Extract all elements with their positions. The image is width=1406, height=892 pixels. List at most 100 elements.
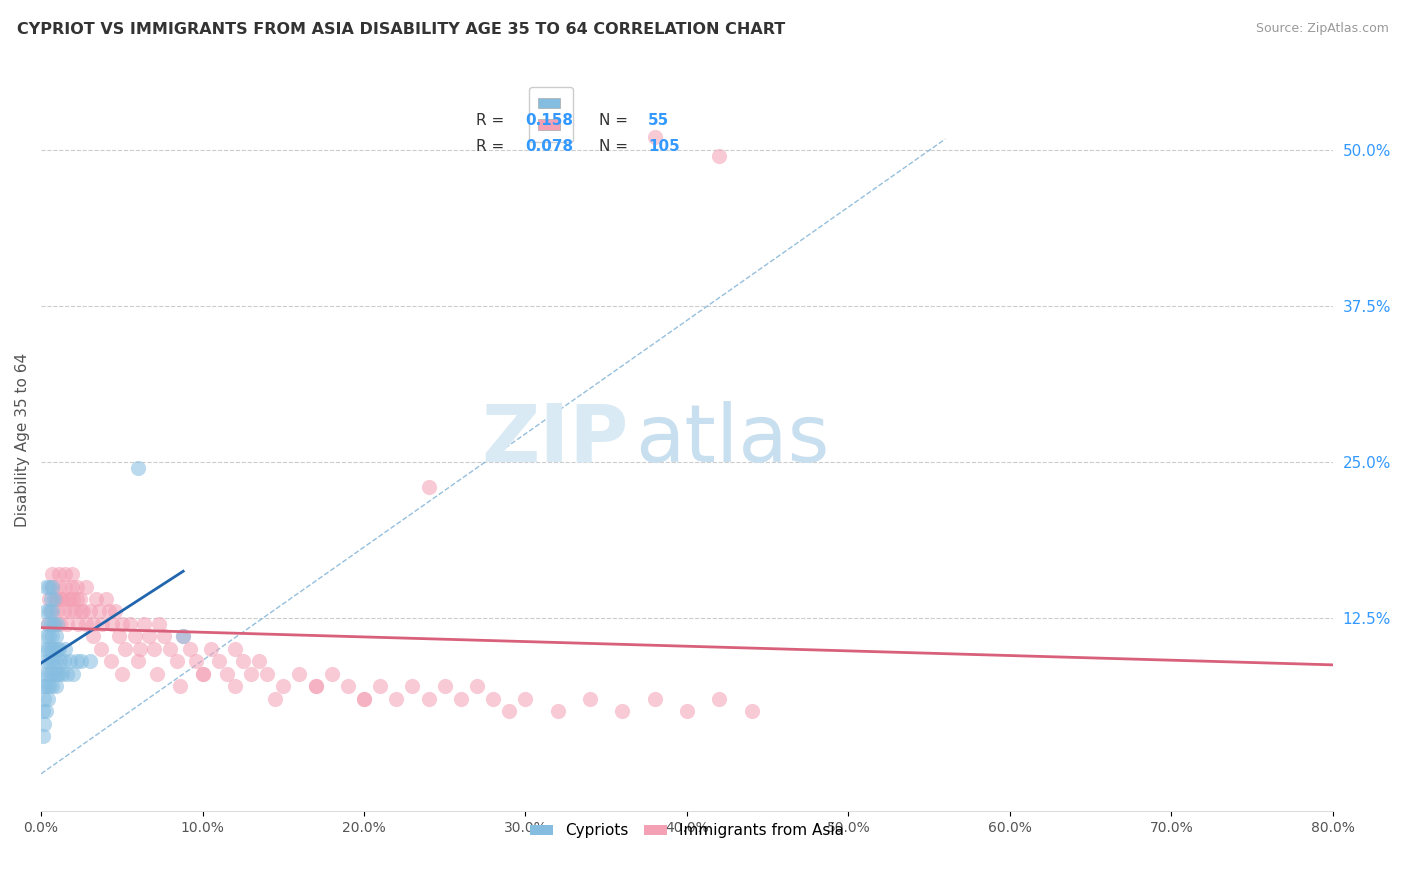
- Text: atlas: atlas: [636, 401, 830, 479]
- Point: [42, 592, 65, 607]
- Text: R =: R =: [477, 139, 509, 154]
- Point: [37, 641, 59, 656]
- Point: [41, 654, 63, 668]
- Point: [52, 605, 75, 619]
- Point: [48, 567, 70, 582]
- Point: [34, 691, 56, 706]
- Point: [39, 666, 62, 681]
- Point: [208, 654, 231, 668]
- Point: [38, 654, 60, 668]
- Point: [172, 629, 194, 643]
- Point: [49, 617, 72, 632]
- Point: [644, 130, 666, 145]
- Text: Source: ZipAtlas.com: Source: ZipAtlas.com: [1256, 22, 1389, 36]
- Point: [41, 679, 63, 693]
- Point: [45, 679, 67, 693]
- Point: [127, 461, 149, 475]
- Point: [166, 654, 188, 668]
- Point: [450, 691, 472, 706]
- Point: [38, 592, 60, 607]
- Point: [48, 580, 70, 594]
- Point: [612, 704, 634, 718]
- Point: [53, 567, 76, 582]
- Point: [101, 617, 124, 632]
- Point: [288, 666, 311, 681]
- Point: [79, 605, 101, 619]
- Point: [143, 641, 166, 656]
- Point: [63, 605, 86, 619]
- Point: [31, 679, 53, 693]
- Point: [146, 666, 169, 681]
- Point: [56, 617, 79, 632]
- Y-axis label: Disability Age 35 to 64: Disability Age 35 to 64: [15, 353, 30, 527]
- Point: [38, 629, 60, 643]
- Point: [35, 605, 58, 619]
- Point: [353, 691, 375, 706]
- Point: [232, 654, 254, 668]
- Point: [91, 617, 114, 632]
- Point: [114, 641, 136, 656]
- Point: [31, 729, 53, 743]
- Text: 0.078: 0.078: [526, 139, 574, 154]
- Point: [94, 592, 117, 607]
- Point: [34, 641, 56, 656]
- Point: [70, 654, 93, 668]
- Point: [37, 617, 59, 632]
- Point: [159, 641, 181, 656]
- Point: [46, 617, 69, 632]
- Point: [128, 641, 150, 656]
- Point: [100, 654, 122, 668]
- Text: CYPRIOT VS IMMIGRANTS FROM ASIA DISABILITY AGE 35 TO 64 CORRELATION CHART: CYPRIOT VS IMMIGRANTS FROM ASIA DISABILI…: [17, 22, 785, 37]
- Point: [247, 654, 270, 668]
- Point: [31, 704, 53, 718]
- Point: [48, 666, 70, 681]
- Point: [35, 654, 58, 668]
- Point: [82, 617, 104, 632]
- Point: [46, 641, 69, 656]
- Point: [46, 666, 69, 681]
- Point: [264, 691, 287, 706]
- Point: [41, 567, 63, 582]
- Point: [134, 617, 156, 632]
- Point: [184, 654, 207, 668]
- Point: [676, 704, 699, 718]
- Point: [482, 691, 505, 706]
- Point: [42, 617, 65, 632]
- Point: [353, 691, 375, 706]
- Point: [368, 679, 391, 693]
- Point: [72, 605, 94, 619]
- Text: 105: 105: [648, 139, 681, 154]
- Point: [84, 592, 107, 607]
- Point: [191, 666, 214, 681]
- Point: [59, 605, 82, 619]
- Point: [45, 629, 67, 643]
- Point: [42, 641, 65, 656]
- Point: [107, 629, 129, 643]
- Point: [336, 679, 359, 693]
- Point: [127, 654, 149, 668]
- Point: [401, 679, 423, 693]
- Point: [39, 617, 62, 632]
- Point: [118, 617, 141, 632]
- Point: [644, 691, 666, 706]
- Point: [547, 704, 569, 718]
- Point: [62, 592, 84, 607]
- Point: [465, 679, 488, 693]
- Point: [39, 592, 62, 607]
- Point: [271, 679, 294, 693]
- Point: [515, 691, 537, 706]
- Point: [41, 629, 63, 643]
- Point: [48, 641, 70, 656]
- Point: [224, 641, 246, 656]
- Point: [37, 617, 59, 632]
- Point: [66, 592, 89, 607]
- Point: [62, 666, 84, 681]
- Point: [41, 580, 63, 594]
- Point: [69, 592, 91, 607]
- Point: [41, 580, 63, 594]
- Point: [89, 605, 111, 619]
- Point: [46, 605, 69, 619]
- Point: [256, 666, 278, 681]
- Point: [172, 629, 194, 643]
- Text: N =: N =: [599, 139, 633, 154]
